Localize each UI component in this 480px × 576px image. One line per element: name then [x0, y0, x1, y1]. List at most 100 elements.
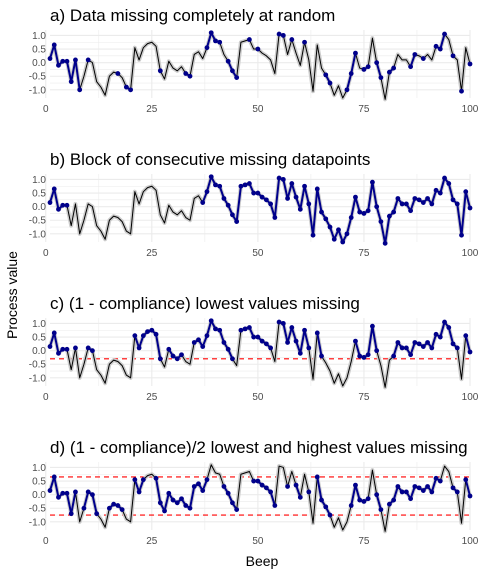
- observed-point: [391, 65, 397, 71]
- observed-point: [170, 353, 176, 359]
- observed-segment: [384, 215, 391, 245]
- observed-point: [51, 330, 57, 336]
- observed-point: [433, 331, 439, 337]
- observed-point: [412, 484, 418, 489]
- observed-point: [297, 494, 303, 500]
- observed-point: [225, 490, 231, 496]
- observed-point: [454, 489, 460, 495]
- observed-point: [208, 318, 214, 324]
- observed-point: [187, 505, 193, 511]
- observed-point: [77, 87, 83, 93]
- observed-segment: [273, 177, 281, 219]
- x-tick-label: 0: [43, 248, 49, 259]
- observed-point: [365, 352, 371, 358]
- observed-segment: [53, 43, 60, 67]
- observed-point: [353, 482, 358, 488]
- observed-point: [408, 208, 414, 214]
- observed-point: [208, 174, 214, 180]
- observed-segment: [439, 321, 446, 339]
- x-tick-label: 50: [252, 392, 264, 403]
- y-tick-label: -0.5: [29, 360, 47, 371]
- observed-point: [467, 493, 473, 499]
- observed-point: [454, 201, 460, 207]
- x-tick-label: 0: [43, 536, 49, 547]
- panel-c: c) (1 - compliance) lowest values missin…: [29, 294, 479, 403]
- observed-point: [433, 475, 439, 481]
- observed-segment: [70, 58, 77, 83]
- x-tick-label: 75: [358, 536, 370, 547]
- observed-point: [429, 345, 435, 351]
- observed-point: [302, 183, 307, 189]
- observed-point: [314, 330, 320, 336]
- y-tick-label: 0.0: [32, 346, 46, 357]
- observed-point: [128, 87, 134, 93]
- observed-segment: [350, 52, 357, 75]
- observed-segment: [205, 319, 213, 337]
- observed-point: [395, 340, 401, 345]
- observed-segment: [205, 175, 213, 193]
- x-tick-label: 75: [358, 392, 370, 403]
- observed-point: [73, 489, 78, 495]
- observed-point: [221, 196, 227, 201]
- observed-point: [463, 477, 469, 483]
- observed-point: [403, 489, 409, 495]
- observed-point: [463, 333, 469, 339]
- observed-point: [246, 181, 252, 186]
- observed-point: [285, 484, 290, 489]
- observed-point: [340, 239, 346, 245]
- observed-point: [297, 350, 303, 356]
- observed-segment: [375, 205, 382, 223]
- observed-point: [268, 201, 274, 207]
- observed-segment: [299, 185, 306, 211]
- observed-point: [374, 60, 380, 66]
- observed-point: [391, 353, 397, 359]
- y-tick-label: 1.0: [32, 463, 46, 474]
- observed-point: [246, 37, 252, 42]
- observed-point: [357, 209, 363, 215]
- observed-segment: [367, 325, 374, 356]
- observed-point: [90, 348, 95, 354]
- observed-point: [408, 352, 414, 358]
- observed-point: [357, 353, 363, 359]
- observed-point: [391, 209, 397, 215]
- observed-point: [119, 507, 125, 512]
- observed-point: [242, 182, 248, 188]
- observed-point: [391, 497, 397, 503]
- observed-point: [420, 344, 426, 349]
- observed-point: [56, 206, 61, 212]
- observed-point: [47, 344, 53, 349]
- observed-segment: [447, 182, 455, 201]
- observed-point: [140, 333, 146, 339]
- observed-point: [111, 501, 117, 507]
- x-tick-label: 25: [146, 392, 158, 403]
- observed-segment: [345, 216, 353, 235]
- observed-point: [251, 478, 257, 484]
- observed-point: [302, 39, 307, 45]
- observed-segment: [345, 72, 353, 91]
- observed-point: [319, 209, 324, 215]
- observed-point: [73, 57, 78, 63]
- observed-point: [416, 197, 422, 203]
- observed-segment: [375, 61, 382, 79]
- observed-point: [314, 474, 320, 480]
- observed-point: [399, 345, 405, 351]
- observed-point: [174, 356, 180, 362]
- y-tick-label: 0.0: [32, 490, 46, 501]
- observed-point: [263, 341, 269, 347]
- observed-point: [429, 489, 435, 495]
- observed-point: [289, 181, 295, 186]
- observed-segment: [350, 484, 357, 507]
- observed-point: [221, 340, 227, 345]
- observed-segment: [91, 493, 98, 515]
- observed-point: [399, 489, 405, 495]
- observed-point: [263, 197, 269, 203]
- observed-point: [64, 490, 70, 496]
- observed-point: [314, 186, 320, 192]
- observed-point: [179, 352, 184, 358]
- y-tick-label: 0.5: [32, 189, 46, 200]
- observed-point: [132, 333, 138, 339]
- observed-point: [136, 345, 142, 351]
- observed-point: [106, 505, 112, 511]
- observed-point: [153, 331, 159, 337]
